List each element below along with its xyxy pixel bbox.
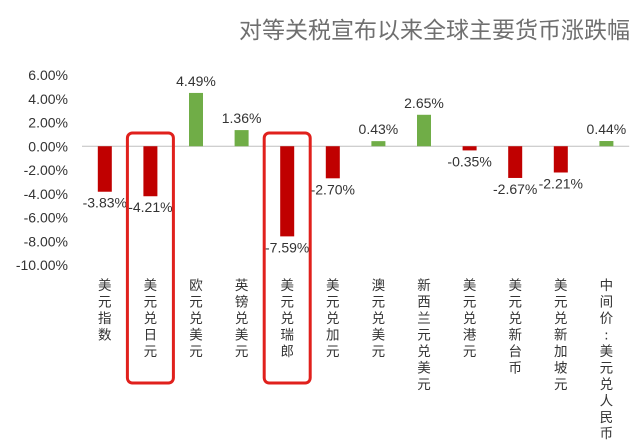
bar	[462, 146, 477, 151]
category-label: 新西兰元兑美元	[417, 278, 431, 393]
bar	[325, 146, 340, 179]
y-tick-label: -2.00%	[24, 162, 68, 178]
chart-title: 对等关税宣布以来全球主要货币涨跌幅	[239, 18, 630, 44]
bar	[508, 146, 523, 178]
bar	[371, 141, 386, 147]
highlight-box	[262, 131, 312, 385]
category-label: 美元兑新台币	[508, 278, 522, 377]
category-label: 美元兑港元	[463, 278, 477, 360]
category-label: 中间价:美元兑人民币	[600, 278, 614, 442]
data-label: -2.67%	[493, 181, 537, 197]
highlight-box	[125, 131, 175, 385]
y-axis: 6.00% 4.00% 2.00% 0.00% -2.00% -4.00% -6.00% -8…	[16, 67, 68, 273]
highlight-boxes	[125, 131, 312, 385]
y-tick-label: -10.00%	[16, 257, 68, 273]
y-tick-label: -4.00%	[24, 186, 68, 202]
data-label: 0.43%	[359, 121, 399, 137]
bar	[234, 130, 249, 147]
category-labels: 美元指数 美元兑日元 欧元兑美元 英镑兑美元 美元兑瑞郎 美元兑加元 澳元兑美元 新西兰元兑美…	[98, 277, 614, 442]
bar	[189, 92, 203, 147]
bar	[599, 141, 614, 147]
y-tick-label: 0.00%	[28, 138, 68, 154]
category-label: 欧元兑美元	[189, 278, 203, 360]
y-tick-label: -8.00%	[24, 233, 68, 249]
data-label: 2.65%	[404, 95, 444, 111]
y-tick-label: 4.00%	[28, 91, 68, 107]
bar	[417, 114, 431, 147]
data-label: -0.35%	[447, 153, 491, 169]
bar	[280, 146, 295, 237]
data-label: -7.59%	[265, 239, 309, 255]
bar	[97, 146, 112, 192]
data-label: 0.44%	[587, 121, 627, 137]
category-label: 美元兑加元	[326, 278, 340, 360]
data-label: -3.83%	[83, 195, 127, 211]
y-tick-label: -6.00%	[24, 210, 68, 226]
bars	[97, 92, 614, 237]
category-label: 英镑兑美元	[235, 277, 249, 360]
category-label: 美元兑新加坡元	[554, 278, 568, 393]
bar	[143, 146, 158, 197]
category-label: 美元兑日元	[144, 278, 158, 360]
category-label: 美元兑瑞郎	[280, 278, 294, 360]
data-label: -4.21%	[128, 199, 172, 215]
y-tick-label: 2.00%	[28, 115, 68, 131]
y-tick-label: 6.00%	[28, 67, 68, 83]
category-label: 美元指数	[98, 278, 112, 344]
data-label: -2.21%	[539, 175, 583, 191]
category-label: 澳元兑美元	[372, 278, 386, 360]
bar	[553, 146, 568, 173]
data-label: 1.36%	[222, 110, 262, 126]
data-label: -2.70%	[311, 181, 355, 197]
data-label: 4.49%	[176, 73, 216, 89]
data-labels: -3.83% -4.21% 4.49% 1.36% -7.59% -2.70% 0.43% 2…	[83, 73, 627, 255]
